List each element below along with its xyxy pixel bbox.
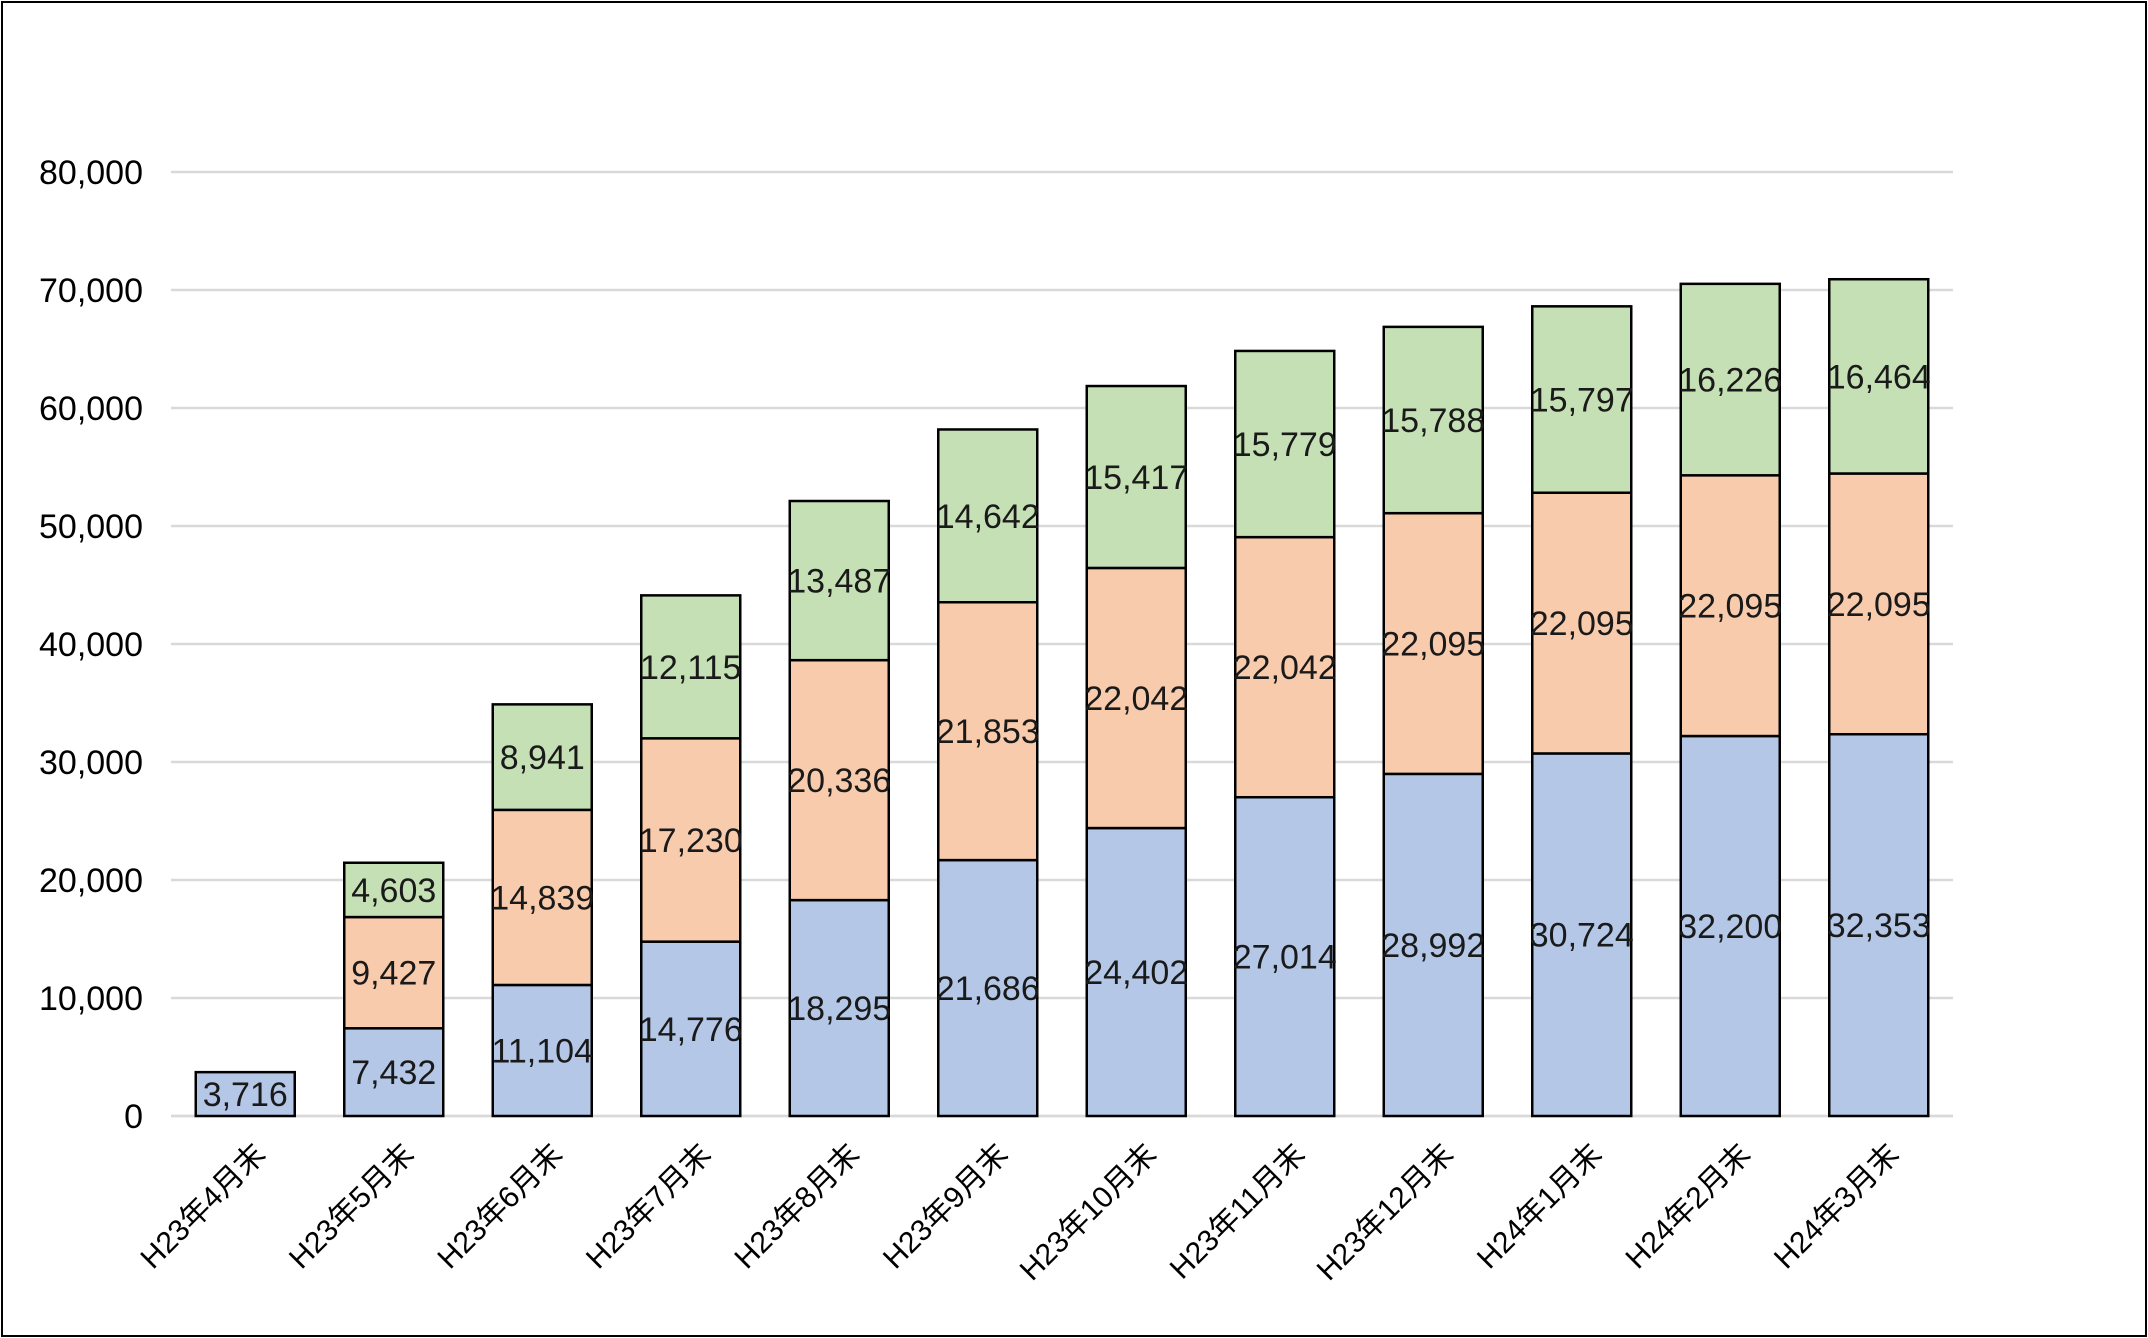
bar-segment [1234,795,1336,1118]
bars [194,277,1930,1118]
bar-segment [1679,734,1781,1118]
y-axis-ticks: 0 10,000 20,000 30,000 40,000 50,000 60,000 70,… [39,154,143,1136]
data-label: 28,992 [1381,927,1485,965]
y-tick-label: 80,000 [39,154,143,192]
data-label: 21,853 [936,713,1040,751]
gridlines [171,170,1953,1118]
bar-segment [343,861,445,919]
data-label: 22,095 [1827,586,1931,624]
x-tick-label: H23年8月末 [729,1138,867,1276]
bar-segment [1085,384,1187,570]
data-label: 14,642 [936,498,1040,536]
data-label: 3,716 [203,1076,288,1114]
bar-segment [491,983,593,1118]
bar-segment [640,594,742,740]
bar-segment [1531,752,1633,1118]
x-tick-label: H23年10月末 [1014,1138,1163,1287]
bar-segment [1085,826,1187,1118]
data-label: 15,788 [1381,402,1485,440]
data-label: 18,295 [787,990,891,1028]
data-label: 24,402 [1084,954,1188,992]
bar-segment [1382,772,1484,1118]
y-tick-label: 40,000 [39,626,143,664]
bar-segment [1679,282,1781,477]
x-tick-label: H24年3月末 [1768,1138,1906,1276]
x-tick-label: H23年9月末 [877,1138,1015,1276]
data-label: 15,779 [1233,426,1337,464]
data-label: 11,104 [492,1032,593,1070]
y-tick-label: 0 [124,1098,143,1136]
bar-segment [640,737,742,943]
data-label: 20,336 [787,762,891,800]
x-tick-label: H23年5月末 [283,1138,421,1276]
bar-segment [788,898,890,1118]
stacked-bar-chart: 0 10,000 20,000 30,000 40,000 50,000 60,000 70,… [39,154,1953,1287]
y-tick-label: 70,000 [39,272,143,310]
data-label: 13,487 [787,563,891,601]
data-label: 15,417 [1084,459,1188,497]
data-label: 32,353 [1827,907,1931,945]
bar-segment [788,499,890,662]
data-label: 27,014 [1233,939,1337,977]
bar-segment [1531,491,1633,755]
data-label: 8,941 [500,739,585,777]
x-tick-label: H23年7月末 [580,1138,718,1276]
x-tick-label: H24年2月末 [1620,1138,1758,1276]
y-tick-label: 20,000 [39,862,143,900]
x-tick-label: H23年11月末 [1164,1138,1312,1286]
data-label: 15,797 [1530,382,1634,420]
data-label: 16,464 [1827,358,1931,396]
bar-segment [640,940,742,1118]
bar-segment [1382,325,1484,515]
data-label: 30,724 [1530,917,1634,955]
data-label: 32,200 [1678,908,1782,946]
bar-segment [343,915,445,1030]
data-label: 21,686 [936,970,1040,1008]
data-label: 4,603 [351,872,436,910]
y-tick-label: 50,000 [39,508,143,546]
data-label: 22,095 [1530,605,1634,643]
bar-segment [937,428,1039,604]
bar-segment [788,658,890,902]
data-labels: 3,716 7,432 9,427 4,603 11,104 14,839 8,941 14,… [203,358,1931,1114]
bar-segment [491,808,593,987]
bar-segment [1828,277,1930,475]
data-label: 22,042 [1084,680,1188,718]
bar-segment [1531,305,1633,494]
data-label: 22,042 [1233,649,1337,687]
data-label: 14,839 [490,879,594,917]
x-tick-label: H23年6月末 [432,1138,570,1276]
bar-segment [194,1070,296,1118]
x-tick-label: H24年1月末 [1471,1138,1609,1276]
x-axis-ticks: H23年4月末 H23年5月末 H23年6月末 H23年7月末 H23年8月末 H23年9… [135,1138,1906,1287]
bar-segment [1679,474,1781,738]
data-label: 7,432 [351,1054,436,1092]
data-label: 16,226 [1678,362,1782,400]
x-tick-label: H23年12月末 [1311,1138,1460,1287]
data-label: 14,776 [639,1011,743,1049]
x-tick-label: H23年4月末 [135,1138,273,1276]
bar-segment [491,703,593,812]
bar-segment [1828,732,1930,1118]
data-label: 9,427 [351,955,436,993]
y-tick-label: 10,000 [39,980,143,1018]
data-label: 22,095 [1381,626,1485,664]
y-tick-label: 60,000 [39,390,143,428]
y-tick-label: 30,000 [39,744,143,782]
data-label: 22,095 [1678,588,1782,626]
bar-segment [1234,349,1336,539]
data-label: 17,230 [639,822,743,860]
data-label: 12,115 [640,649,741,687]
